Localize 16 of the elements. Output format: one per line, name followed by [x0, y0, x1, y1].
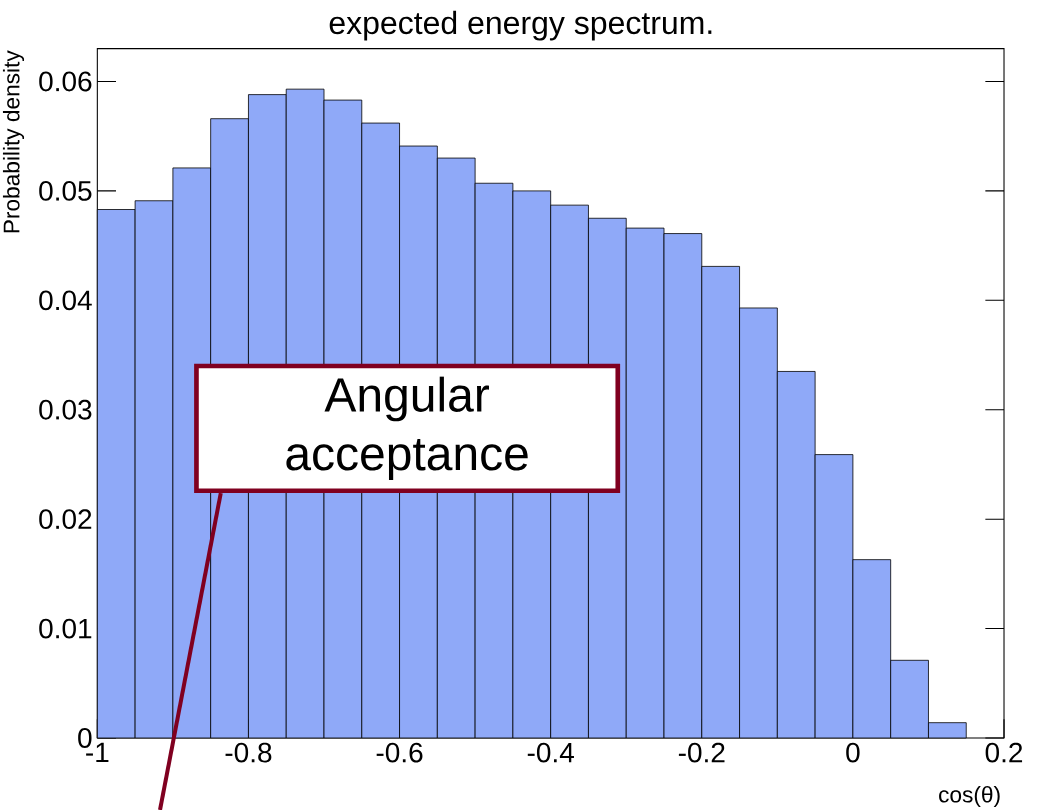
y-tick-label: 0.05 [39, 180, 92, 201]
x-tick-label: -0.8 [225, 742, 272, 763]
x-tick-label: -0.2 [678, 742, 725, 763]
annotation: Angular acceptance [286, 376, 528, 481]
y-tick-label: 0.04 [39, 290, 92, 311]
y-tick-label: 0.02 [39, 509, 92, 530]
y-tick-label: 0.06 [39, 71, 92, 92]
y-axis-title: Probability density [2, 50, 25, 233]
y-tick-label: 0.03 [39, 399, 92, 420]
x-tick-label: -0.6 [376, 742, 423, 763]
x-tick-label: 0.2 [985, 742, 1023, 763]
x-axis-title: cos(θ) [939, 785, 1000, 808]
x-tick-label: -0.4 [527, 742, 574, 763]
y-tick-label: 0.01 [39, 618, 92, 639]
chart-title: expected energy spectrum. [329, 10, 712, 41]
x-tick-label: 0 [846, 742, 860, 763]
